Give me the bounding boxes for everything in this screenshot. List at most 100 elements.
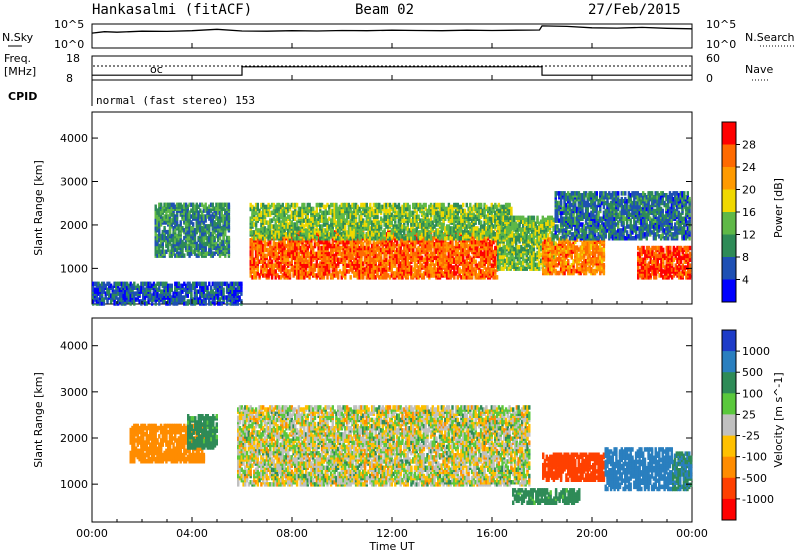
data-cell	[313, 263, 317, 268]
data-cell	[463, 243, 467, 249]
data-cell	[329, 243, 333, 249]
data-cell	[269, 239, 272, 245]
data-cell	[347, 239, 351, 245]
data-cell	[449, 263, 452, 268]
data-cell	[390, 267, 393, 272]
data-cell	[267, 247, 270, 253]
data-cell	[422, 236, 426, 241]
data-cell	[279, 239, 283, 245]
data-cell	[494, 261, 497, 266]
data-cell	[256, 234, 259, 239]
data-cell	[481, 269, 484, 274]
station-title: Hankasalmi (fitACF)	[92, 2, 252, 18]
data-cell	[263, 214, 267, 219]
data-cell	[435, 261, 438, 266]
data-cell	[295, 275, 299, 280]
data-cell	[278, 255, 281, 261]
data-cell	[494, 255, 497, 261]
data-cell	[456, 241, 459, 247]
data-cell	[458, 243, 461, 249]
data-cell	[397, 271, 401, 276]
data-cell	[478, 275, 481, 280]
data-cell	[254, 226, 258, 231]
data-cell	[256, 243, 259, 249]
data-cell	[269, 210, 272, 216]
data-cell	[474, 259, 477, 264]
data-cell	[310, 257, 313, 262]
data-cell	[297, 226, 301, 231]
data-cell	[370, 257, 374, 262]
data-cell	[285, 257, 288, 262]
data-cell	[363, 251, 367, 257]
data-cell	[460, 255, 463, 261]
data-cell	[431, 236, 434, 241]
data-cell	[263, 245, 267, 251]
data-cell	[470, 261, 474, 266]
data-cell	[279, 232, 283, 237]
data-cell	[442, 271, 445, 276]
data-cell	[508, 202, 511, 208]
data-cell	[313, 228, 317, 233]
data-cell	[399, 249, 402, 255]
data-cell	[374, 253, 377, 259]
data-cell	[290, 241, 293, 247]
data-cell	[340, 257, 343, 262]
data-cell	[276, 224, 279, 229]
data-cell	[227, 243, 231, 249]
data-cell	[344, 267, 347, 272]
data-cell	[420, 243, 424, 249]
data-cell	[440, 257, 443, 262]
data-cell	[269, 271, 272, 276]
data-cell	[254, 202, 258, 208]
data-cell	[408, 261, 411, 266]
data-cell	[433, 249, 436, 255]
data-cell	[472, 236, 476, 241]
data-cell	[478, 251, 481, 257]
data-cell	[413, 265, 417, 270]
data-cell	[426, 269, 429, 274]
data-cell	[313, 273, 317, 278]
data-cell	[458, 257, 461, 262]
data-cell	[251, 222, 254, 227]
data-cell	[301, 222, 304, 227]
data-cell	[306, 214, 309, 219]
data-cell	[319, 261, 322, 266]
data-cell	[292, 241, 295, 247]
data-cell	[397, 202, 401, 208]
data-cell	[447, 241, 451, 247]
data-cell	[159, 202, 163, 208]
data-cell	[349, 247, 352, 253]
data-cell	[301, 245, 304, 251]
data-cell	[385, 265, 388, 270]
data-cell	[295, 269, 299, 274]
data-cell	[218, 222, 222, 227]
data-cell	[315, 236, 318, 241]
data-cell	[301, 238, 304, 243]
data-cell	[417, 275, 420, 280]
data-cell	[387, 241, 390, 247]
data-cell	[262, 202, 265, 208]
data-cell	[415, 232, 418, 237]
data-cell	[433, 255, 436, 261]
data-cell	[283, 245, 286, 251]
data-cell	[335, 230, 338, 235]
data-cell	[451, 249, 454, 255]
data-cell	[278, 206, 281, 212]
data-cell	[494, 269, 497, 274]
data-cell	[313, 267, 317, 272]
data-cell	[374, 241, 377, 247]
data-cell	[290, 232, 293, 237]
data-cell	[285, 267, 288, 272]
data-cell	[351, 261, 354, 266]
data-cell	[299, 232, 302, 237]
data-cell	[354, 253, 358, 259]
data-cell	[351, 253, 354, 259]
data-cell	[463, 247, 467, 253]
data-cell	[270, 245, 274, 251]
data-cell	[313, 210, 317, 216]
data-cell	[463, 263, 467, 268]
data-cell	[303, 218, 306, 223]
data-cell	[263, 226, 267, 231]
data-cell	[445, 247, 449, 253]
data-cell	[367, 269, 370, 274]
